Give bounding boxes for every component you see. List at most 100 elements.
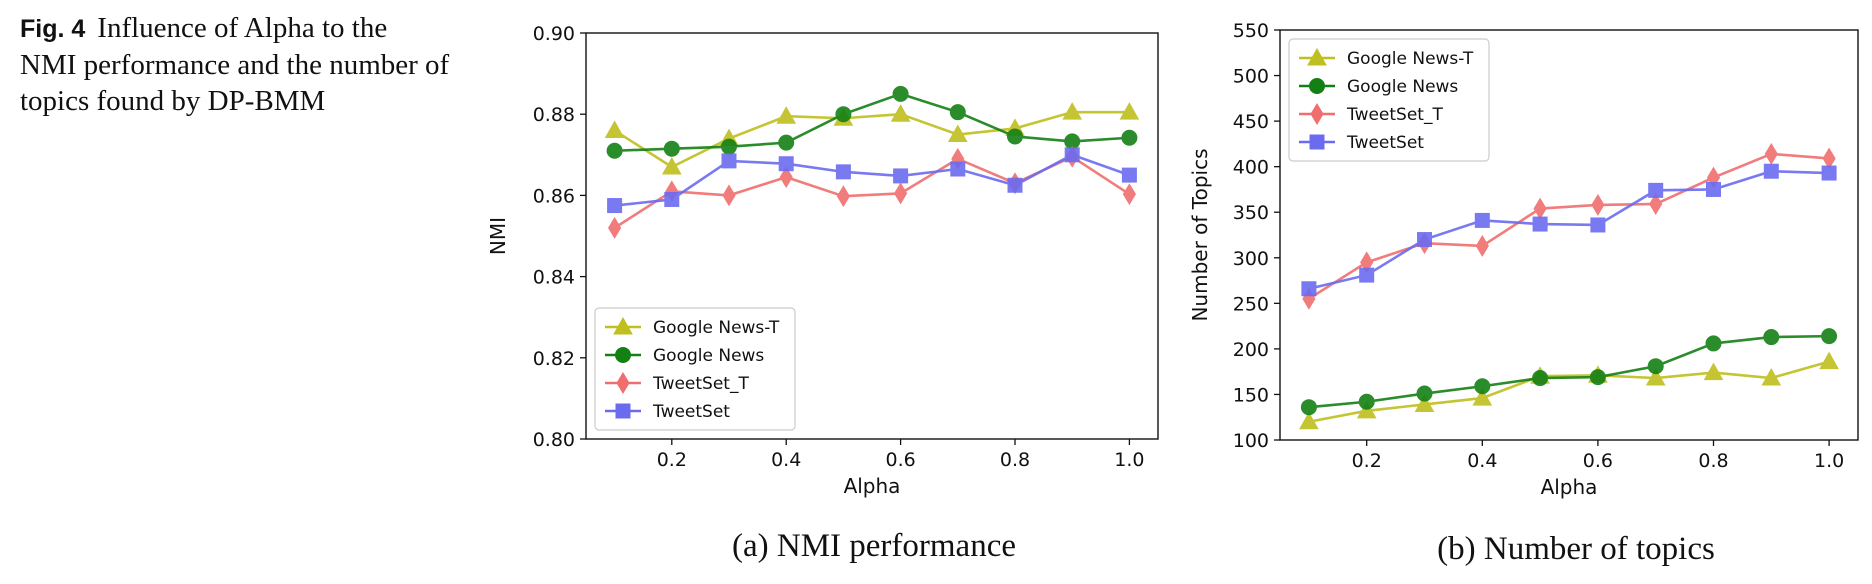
- data-point: [1533, 197, 1547, 220]
- data-point: [1474, 378, 1491, 395]
- data-point: [1764, 142, 1778, 165]
- legend-item: TweetSet_T: [1299, 103, 1443, 125]
- data-point: [722, 184, 736, 207]
- legend: Google News-T Google News TweetSet_T TweetS…: [594, 307, 796, 431]
- data-point: [661, 156, 682, 175]
- data-point: [1648, 182, 1664, 198]
- series-tweetset-t: [1302, 142, 1836, 310]
- legend-item: Google News: [605, 346, 764, 366]
- data-point: [1301, 281, 1317, 297]
- data-point: [893, 168, 909, 184]
- legend-item: TweetSet: [1299, 133, 1424, 153]
- data-point: [1761, 368, 1782, 386]
- legend-item: TweetSet: [605, 402, 730, 422]
- y-tick-label: 150: [1233, 384, 1269, 406]
- data-point: [607, 198, 623, 214]
- data-point: [1007, 128, 1023, 145]
- legend-label: TweetSet: [652, 402, 730, 422]
- y-axis-label: Number of Topics: [1188, 148, 1212, 321]
- data-point: [663, 140, 680, 157]
- data-point: [835, 164, 851, 180]
- legend-marker: [1307, 47, 1327, 66]
- figure-caption-text: Influence of Alpha to the NMI performanc…: [20, 12, 450, 117]
- data-point: [1649, 193, 1663, 215]
- legend-item: Google News-T: [605, 316, 780, 338]
- chart-2: 0.2 0.4 0.6 0.8 1.0 100 150 200 250 300 350 400 450 5…: [1188, 20, 1859, 499]
- legend-item: TweetSet_T: [605, 372, 749, 394]
- data-point: [1121, 167, 1137, 183]
- data-point: [1119, 102, 1140, 120]
- y-tick-label: 450: [1233, 111, 1269, 133]
- y-tick-label: 350: [1233, 202, 1269, 224]
- legend-label: TweetSet: [1346, 133, 1424, 153]
- data-point: [779, 166, 793, 189]
- data-point: [1474, 212, 1490, 228]
- series-line: [1308, 334, 1830, 409]
- x-tick-label: 0.4: [1467, 450, 1497, 472]
- data-point: [1819, 351, 1839, 370]
- data-point: [835, 106, 852, 123]
- legend-item: Google News: [1299, 77, 1458, 97]
- data-point: [1703, 362, 1724, 381]
- legend-marker: [1309, 134, 1325, 150]
- data-point: [892, 85, 909, 102]
- x-tick-label: 0.6: [885, 449, 915, 471]
- data-point: [664, 191, 680, 207]
- data-point: [1647, 358, 1664, 375]
- subfigure-caption: (a) NMI performance: [732, 528, 1016, 564]
- data-point: [1356, 400, 1377, 419]
- data-point: [1591, 193, 1605, 216]
- y-tick-label: 0.80: [533, 429, 575, 451]
- data-point: [1645, 368, 1666, 386]
- series-line: [614, 153, 1130, 207]
- data-point: [1122, 183, 1136, 206]
- legend-label: Google News-T: [1347, 49, 1474, 69]
- legend-box: [594, 307, 796, 431]
- figure-label: Fig. 4: [20, 15, 86, 43]
- y-tick-label: 0.88: [533, 104, 575, 126]
- data-point: [608, 216, 622, 239]
- figure-caption: Fig. 4 Influence of Alpha to the NMI perf…: [20, 10, 450, 119]
- y-tick-label: 0.86: [533, 185, 575, 207]
- series-line: [613, 110, 1130, 169]
- data-point: [1822, 147, 1836, 170]
- data-point: [778, 156, 794, 172]
- data-point: [1062, 102, 1083, 120]
- data-point: [1763, 163, 1779, 179]
- data-point: [778, 134, 795, 151]
- data-point: [721, 138, 737, 155]
- data-point: [1589, 369, 1606, 386]
- x-axis-label: Alpha: [844, 474, 901, 498]
- legend-marker: [616, 372, 630, 394]
- data-point: [1299, 411, 1319, 430]
- data-point: [1706, 181, 1721, 197]
- subfigure-caption: (b) Number of topics: [1437, 531, 1715, 567]
- y-tick-label: 550: [1233, 20, 1269, 42]
- y-tick-label: 0.90: [533, 23, 575, 45]
- legend: Google News-T Google News TweetSet_T TweetS…: [1288, 38, 1490, 162]
- series-google-news: [1300, 328, 1838, 416]
- data-point: [836, 185, 850, 208]
- x-tick-label: 0.6: [1583, 450, 1613, 472]
- data-point: [1705, 335, 1722, 352]
- x-tick-label: 1.0: [1114, 449, 1144, 471]
- data-point: [1590, 217, 1606, 233]
- y-axis-label: NMI: [486, 217, 510, 255]
- data-point: [1821, 328, 1838, 345]
- plot-frame: [1279, 29, 1859, 441]
- y-tick-label: 0.82: [533, 348, 575, 370]
- data-point: [949, 104, 966, 121]
- data-point: [1472, 388, 1493, 406]
- data-point: [604, 120, 625, 138]
- legend-item: Google News-T: [1299, 47, 1474, 69]
- data-point: [1300, 399, 1317, 416]
- legend-marker: [1309, 78, 1325, 94]
- data-point: [1417, 232, 1432, 248]
- data-point: [1064, 147, 1080, 163]
- data-point: [1821, 165, 1837, 181]
- x-tick-label: 0.2: [1352, 450, 1382, 472]
- legend-marker: [613, 316, 633, 335]
- data-point: [894, 182, 908, 205]
- x-tick-label: 1.0: [1814, 450, 1844, 472]
- x-axis-label: Alpha: [1541, 475, 1598, 499]
